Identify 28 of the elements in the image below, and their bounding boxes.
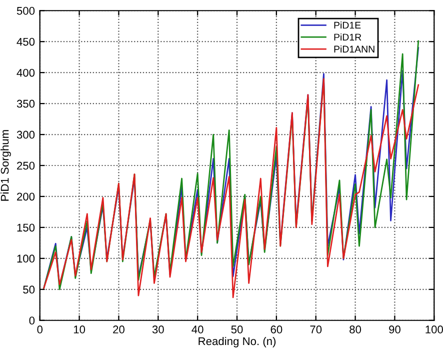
y-tick-label: 300 [16,130,35,139]
y-tick-label: 0 [29,316,35,325]
legend-label: PiD1ANN [334,45,374,52]
y-tick-label: 400 [16,68,35,77]
x-tick-label: 80 [350,326,362,334]
y-tick-label: 450 [16,38,35,46]
y-tick-label: 500 [16,6,35,15]
x-tick-label: 100 [426,326,443,334]
x-tick-label: 70 [310,326,322,334]
x-tick-label: 50 [231,326,243,334]
x-tick-label: 40 [192,326,204,334]
y-tick-label: 250 [17,162,35,170]
x-tick-label: 10 [74,326,86,334]
x-axis-title: Reading No. (n) [198,336,276,348]
y-tick-label: 150 [17,224,35,232]
y-tick-label: 200 [17,192,35,201]
y-axis-title: PiD1 Sorghum [0,130,11,201]
y-tick-label: 350 [16,100,35,108]
x-tick-label: 20 [113,326,124,334]
line-series [43,78,420,298]
y-tick-label: 50 [23,286,35,294]
y-tick-label: 100 [17,254,35,263]
x-tick-label: 0 [37,326,43,334]
x-tick-label: 60 [270,326,282,334]
legend-label: PiD1E [334,21,361,29]
x-tick-label: 90 [389,326,400,334]
x-tick-label: 30 [152,326,164,334]
legend-label: PiD1R [334,33,362,41]
